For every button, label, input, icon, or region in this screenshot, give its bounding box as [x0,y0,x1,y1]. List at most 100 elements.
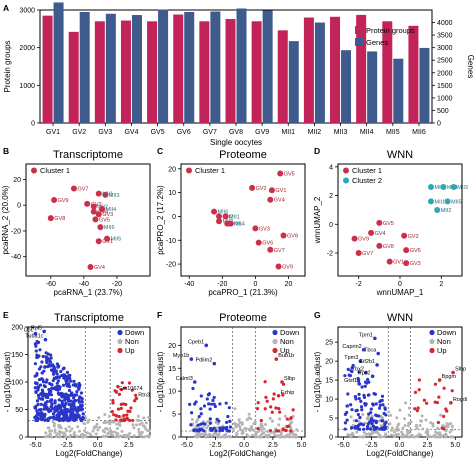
volcano-point-non [445,422,449,426]
volcano-point-non [113,430,117,434]
x-tick-label: -5.0 [338,442,350,449]
volcano-point-down [34,344,38,348]
volcano-point-down [76,386,80,390]
volcano-point-non [355,430,359,434]
x-tick-label: -2.5 [209,442,221,449]
chart-title: Transcriptome [53,149,123,161]
y-tick-label-right: 2500 [437,58,453,65]
volcano-point-non [103,430,107,434]
point-label: GV4 [274,198,285,204]
volcano-point-down [52,376,56,380]
volcano-point-non [266,430,270,434]
x-tick-label: 5.0 [297,442,307,449]
data-point [268,187,275,194]
bar-protein-groups [42,15,53,123]
volcano-point-down [212,426,216,430]
volcano-point-non [449,422,453,426]
volcano-point-non [398,408,402,412]
volcano-point-non [232,421,236,425]
x-tick-label: 2.5 [423,442,433,449]
data-point [376,242,383,249]
volcano-point-non [288,431,292,435]
volcano-point-non [407,406,411,410]
x-tick-label: -2 [356,281,362,288]
volcano-point-down [43,365,47,369]
point-label: MII6 [435,185,446,191]
volcano-point-non [409,420,413,424]
bar-protein-groups [408,25,419,123]
volcano-point-non [132,434,136,438]
bar-genes [184,12,195,124]
volcano-point-down [345,404,349,408]
x-tick-label: GV3 [98,129,112,136]
volcano-point-non [104,435,108,439]
data-point [249,184,256,191]
bar-genes [314,22,325,123]
volcano-point-down [343,427,347,431]
point-label: MII3 [109,193,120,199]
volcano-point-up [128,409,132,413]
bar-genes [131,15,142,123]
x-tick-label: 2 [439,281,443,288]
volcano-point-down [362,395,367,400]
volcano-point-down [57,415,61,420]
volcano-labeled-point [357,382,362,386]
volcano-point-non [81,435,85,439]
volcano-point-down [346,367,350,372]
volcano-point-down [42,407,46,411]
data-point [252,225,259,232]
volcano-point-down [64,381,69,386]
volcano-point-non [387,410,391,414]
volcano-point-non [396,432,400,436]
volcano-point-up [277,407,281,411]
volcano-point-non [415,426,419,430]
gene-label: Pdlim2 [195,358,212,364]
volcano-point-non [251,433,255,437]
volcano-point-non [45,435,49,439]
volcano-point-non [200,432,204,436]
volcano-point-down [377,406,382,410]
gene-label: Myo1b [173,353,190,359]
gene-label: Bub1b [278,353,294,359]
x-tick-label: GV6 [177,129,191,136]
bar-protein-groups [382,21,393,123]
y-axis-label-right: Genes [466,55,474,79]
data-point [90,203,97,210]
data-point [51,197,58,204]
volcano-point-down [358,415,362,420]
volcano-point-up [117,392,122,396]
volcano-point-down [354,419,358,423]
volcano-point-down [70,415,74,419]
bar-protein-groups [330,16,341,124]
data-point [95,238,102,245]
point-label: GV4 [375,231,386,237]
volcano-point-non [116,435,120,439]
point-label: GV9 [58,198,69,204]
volcano-point-down [40,377,44,381]
volcano-point-down [43,384,47,389]
panel-c-proteome-pca: Proteome -40 -20 0 20 -20 -10 0 10 20 pcaPRO_1 (21… [156,149,306,297]
gene-label: Caprin2 [342,344,361,350]
volcano-point-up [271,397,275,401]
data-point [386,258,393,265]
volcano-point-non [409,428,413,432]
volcano-point-non [431,422,435,426]
volcano-point-up [111,398,115,403]
legend-marker [272,329,278,336]
volcano-point-non [131,423,135,427]
y-tick-label: -20 [166,262,176,269]
volcano-point-down [43,401,48,405]
volcano-point-down [51,412,56,416]
x-tick-label: GV9 [255,129,269,136]
volcano-point-non [193,434,197,438]
volcano-point-non [83,434,87,438]
data-point [376,219,383,226]
legend-marker [117,347,123,354]
volcano-point-down [69,407,73,411]
volcano-point-non [406,435,410,439]
volcano-labeled-point [212,361,217,366]
volcano-point-non [405,433,409,437]
volcano-point-non [144,421,148,425]
volcano-point-down [357,392,361,396]
volcano-point-non [85,431,89,435]
